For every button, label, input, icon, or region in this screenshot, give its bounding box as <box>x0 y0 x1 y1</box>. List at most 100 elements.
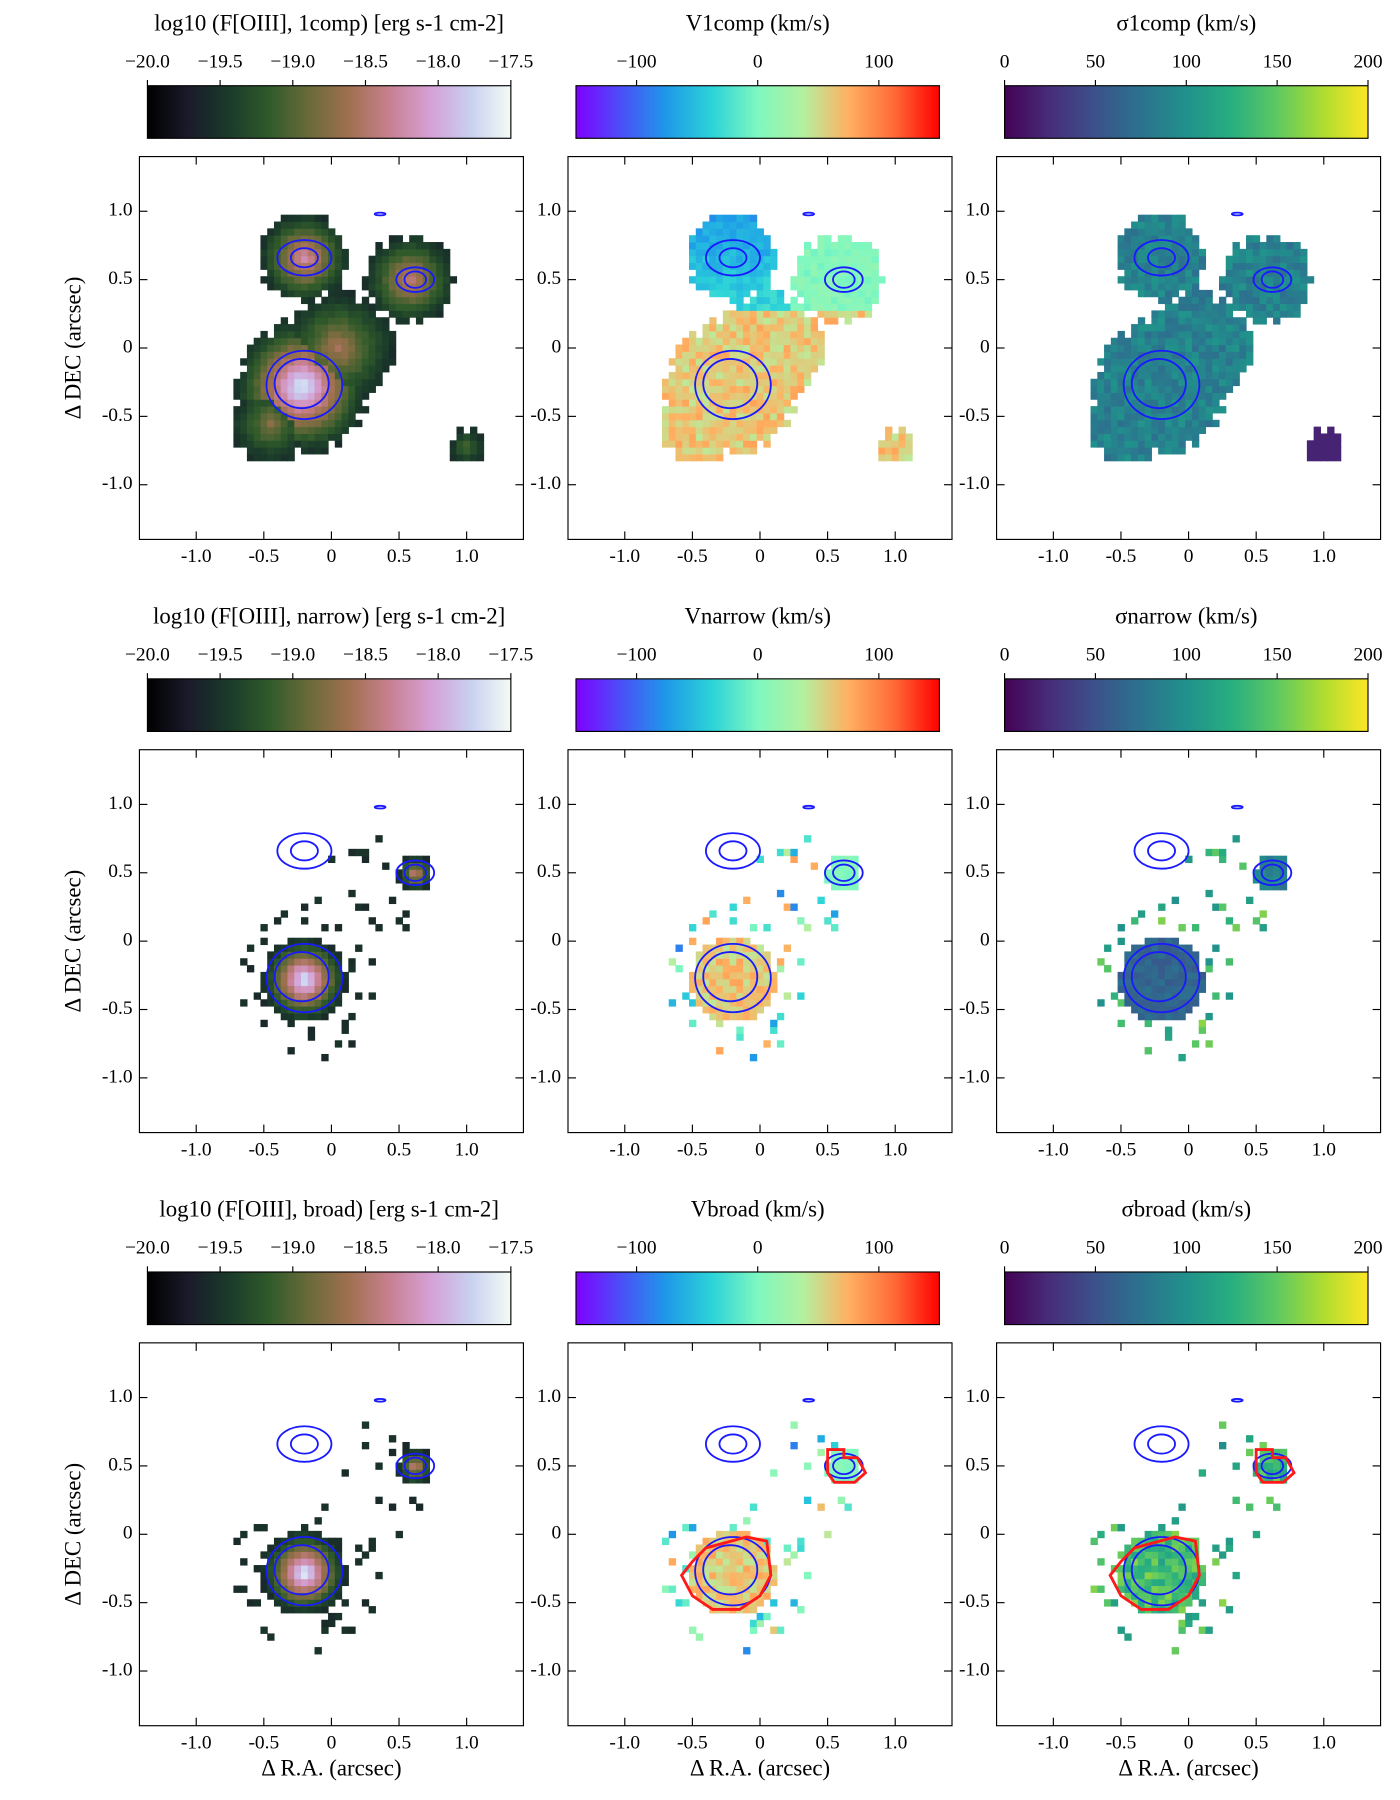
map-pixel <box>1171 365 1180 373</box>
map-pixel <box>1273 289 1281 298</box>
map-pixel <box>743 426 751 434</box>
map-pixel <box>668 385 677 393</box>
map-pixel <box>749 358 758 366</box>
map-pixel <box>743 1592 751 1600</box>
y-tick-label: 0 <box>551 336 561 357</box>
map-pixel <box>1320 447 1328 455</box>
map-pixel <box>689 378 697 387</box>
map-pixel <box>668 999 677 1007</box>
x-tick-label: 0 <box>755 1732 765 1753</box>
map-pixel <box>1164 1006 1173 1014</box>
map-pixel <box>810 269 819 277</box>
map-pixel <box>844 242 852 250</box>
map-pixel <box>321 965 329 973</box>
map-pixel <box>1198 1571 1207 1580</box>
map-pixel <box>689 937 697 946</box>
map-pixel <box>260 242 268 250</box>
map-pixel <box>1279 862 1288 870</box>
map-pixel <box>355 344 363 352</box>
map-pixel <box>334 412 343 421</box>
map-pixel <box>1131 958 1139 966</box>
map-pixel <box>307 944 316 952</box>
map-pixel <box>1273 855 1281 864</box>
map-pixel <box>1137 235 1146 243</box>
map-pixel <box>1212 392 1220 400</box>
map-pixel <box>736 276 744 284</box>
x-tick-label: -1.0 <box>1038 546 1069 567</box>
map-pixel <box>287 358 295 366</box>
map-pixel <box>273 283 282 291</box>
map-pixel <box>756 978 764 987</box>
map-pixel <box>743 351 751 359</box>
map-pixel <box>1158 365 1166 373</box>
map-pixel <box>1158 971 1166 980</box>
map-pixel <box>756 1565 764 1573</box>
map-pixel <box>1293 255 1301 264</box>
map-pixel <box>763 269 771 277</box>
contour <box>694 942 772 1014</box>
map-pixel <box>1144 447 1152 455</box>
map-pixel <box>810 248 819 257</box>
axes-frame <box>567 749 953 1134</box>
map-pixel <box>1232 317 1240 325</box>
map-pixel <box>294 412 302 421</box>
map-pixel <box>314 1558 322 1566</box>
map-pixel <box>328 262 336 270</box>
map-pixel <box>246 371 255 380</box>
map-pixel <box>858 255 866 264</box>
map-pixel <box>702 330 710 339</box>
map-pixel <box>280 440 289 448</box>
map-pixel <box>307 1599 316 1607</box>
map-pixel <box>409 235 417 243</box>
map-pixel <box>830 876 839 884</box>
map-pixel <box>689 248 697 257</box>
map-pixel <box>328 371 336 380</box>
map-pixel <box>1225 303 1234 311</box>
panel: Vnarrow (km/s)−100 0 100-1.0 -0.5 0 0.5 1.0-1.… <box>530 604 953 1160</box>
map-pixel <box>253 419 262 428</box>
map-pixel <box>246 944 255 952</box>
map-pixel <box>1191 262 1200 270</box>
map-pixel <box>749 337 758 346</box>
map-pixel <box>1273 262 1281 270</box>
map-pixel <box>709 433 717 441</box>
map-pixel <box>790 385 798 393</box>
map-pixel <box>273 337 282 346</box>
map-pixel <box>1232 289 1240 298</box>
map-pixel <box>402 855 410 864</box>
contour <box>694 349 772 421</box>
x-tick-label: -1.0 <box>609 1732 640 1753</box>
map-pixel <box>1171 317 1180 325</box>
map-pixel <box>415 883 424 891</box>
contour <box>823 859 864 886</box>
map-pixel <box>301 1551 309 1559</box>
map-pixel <box>722 971 731 980</box>
map-pixel <box>709 392 717 400</box>
map-pixel <box>844 869 852 877</box>
map-pixel <box>702 324 710 332</box>
map-pixel <box>810 344 819 352</box>
map-pixel <box>722 399 731 407</box>
map-pixel <box>395 310 403 318</box>
colorbar-tick-label: 0 <box>753 1238 763 1259</box>
map-pixel <box>1178 358 1186 366</box>
map-pixel <box>1164 419 1173 428</box>
map-pixel <box>756 1558 764 1566</box>
map-pixel <box>267 399 275 407</box>
map-pixel <box>1144 1537 1152 1546</box>
map-pixel <box>722 978 731 987</box>
map-pixel <box>294 255 302 264</box>
map-pixel <box>770 971 778 980</box>
map-pixel <box>1137 1558 1146 1566</box>
map-pixel <box>695 351 704 359</box>
map-pixel <box>763 985 771 993</box>
map-pixel <box>1252 276 1261 284</box>
map-pixel <box>790 358 798 366</box>
map-pixel <box>1137 289 1146 298</box>
map-pixel <box>314 971 322 980</box>
map-pixel <box>1171 440 1180 448</box>
map-pixel <box>294 1530 302 1539</box>
map-pixel <box>301 365 309 373</box>
map-pixel <box>668 412 677 421</box>
map-pixel <box>1279 310 1288 318</box>
